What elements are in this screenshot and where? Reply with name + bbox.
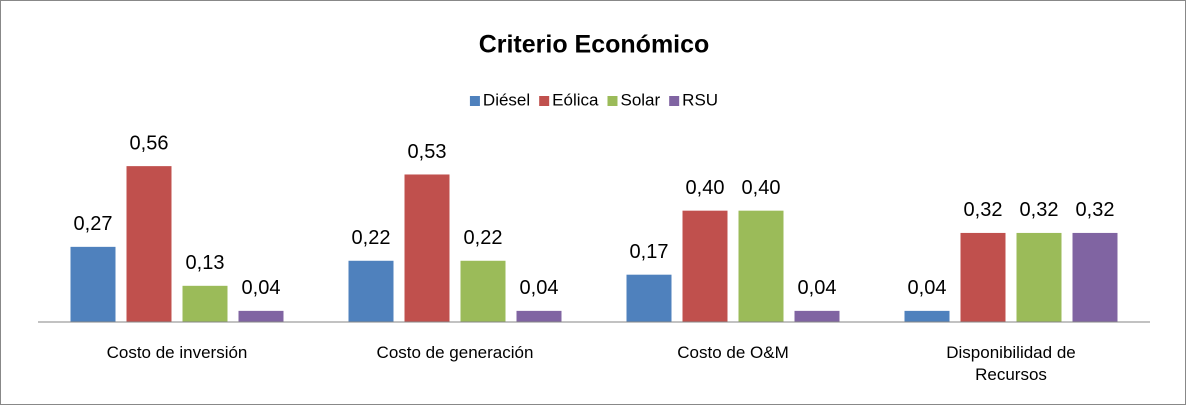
bar [738,210,784,322]
bar [1072,232,1118,322]
data-label: 0,32 [1076,199,1115,221]
bar [904,310,950,322]
data-label: 0,27 [74,213,113,235]
legend-label: Diésel [483,90,530,109]
legend-label: RSU [682,90,718,109]
legend-swatch [669,96,680,106]
data-label: 0,32 [1020,199,1059,221]
bar [960,232,1006,322]
data-label: 0,04 [798,277,837,299]
data-label: 0,22 [464,227,503,249]
legend-swatch [539,96,550,106]
data-label: 0,04 [242,277,281,299]
data-label: 0,13 [186,252,225,274]
x-tick-label: Disponibilidad de Recursos [946,343,1076,384]
legend-label: Eólica [552,90,599,109]
data-label: 0,53 [408,141,447,163]
data-label: 0,04 [520,277,559,299]
legend-swatch [469,96,480,106]
data-label: 0,32 [964,199,1003,221]
chart-title: Criterio Económico [479,31,710,59]
bar [516,310,562,322]
bar [70,246,116,322]
x-tick-label: Costo de generación [376,343,534,362]
bar [626,274,672,322]
x-tick-label: Costo de O&M [677,343,789,362]
x-tick-label: Costo de inversión [106,343,248,362]
bar [1016,232,1062,322]
bar [238,310,284,322]
bar [348,260,394,322]
legend-swatch [607,96,618,106]
data-label: 0,17 [630,241,669,263]
bar [794,310,840,322]
data-label: 0,04 [908,277,947,299]
bar [126,166,172,322]
bar [182,285,228,322]
data-label: 0,40 [686,177,725,199]
bar [404,174,450,322]
legend-label: Solar [620,90,660,109]
data-label: 0,40 [742,177,781,199]
data-label: 0,56 [130,132,169,154]
bar [460,260,506,322]
bar [682,210,728,322]
data-label: 0,22 [352,227,391,249]
